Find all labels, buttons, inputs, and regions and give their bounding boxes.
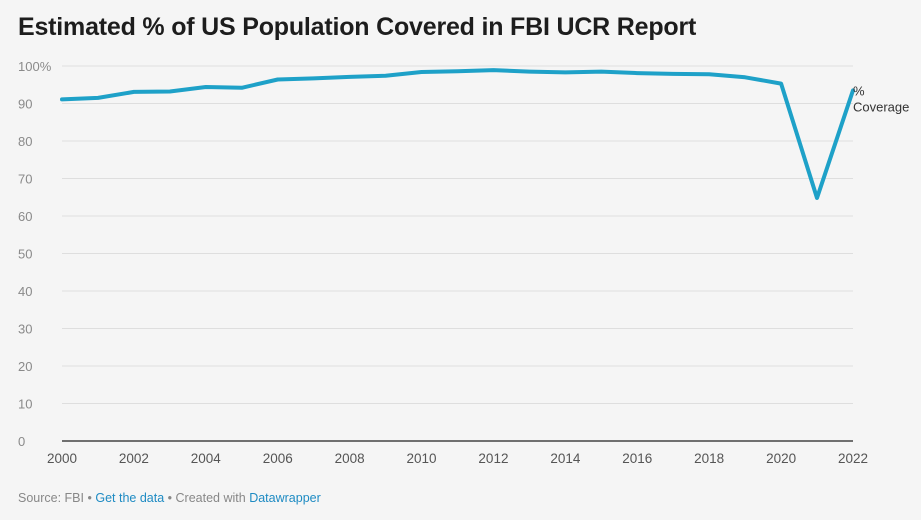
x-tick-label: 2016 xyxy=(622,451,652,466)
series-label-line: % xyxy=(853,83,865,98)
x-tick-label: 2014 xyxy=(550,451,581,466)
series-label-line: Coverage xyxy=(853,99,909,114)
y-tick-label: 10 xyxy=(18,397,32,412)
x-tick-label: 2022 xyxy=(838,451,868,466)
y-tick-label: 70 xyxy=(18,172,32,187)
y-axis: 0 10 20 30 40 50 60 70 80 90 100% xyxy=(18,59,52,449)
x-tick-label: 2018 xyxy=(694,451,724,466)
y-tick-label: 100% xyxy=(18,59,52,74)
x-tick-label: 2010 xyxy=(407,451,437,466)
x-tick-label: 2000 xyxy=(47,451,77,466)
x-tick-label: 2002 xyxy=(119,451,149,466)
y-tick-label: 0 xyxy=(18,434,25,449)
datawrapper-link[interactable]: Datawrapper xyxy=(249,491,321,505)
x-tick-label: 2006 xyxy=(263,451,293,466)
get-data-link[interactable]: Get the data xyxy=(95,491,165,505)
x-tick-label: 2020 xyxy=(766,451,796,466)
y-tick-label: 50 xyxy=(18,247,32,262)
y-tick-label: 20 xyxy=(18,359,32,374)
series-label: % Coverage xyxy=(853,83,909,114)
footer-separator: • xyxy=(167,491,173,505)
y-tick-label: 90 xyxy=(18,97,32,112)
y-tick-label: 30 xyxy=(18,322,32,337)
y-tick-label: 40 xyxy=(18,284,32,299)
created-with-text: Created with xyxy=(175,491,246,505)
x-axis: 2000 2002 2004 2006 2008 2010 2012 2014 2016 2018… xyxy=(47,451,868,466)
chart-footer: Source: FBI • Get the data • Created wit… xyxy=(18,491,321,505)
series-layer: % Coverage xyxy=(60,68,909,200)
footer-separator: • xyxy=(87,491,92,505)
y-tick-label: 80 xyxy=(18,134,32,149)
chart-title: Estimated % of US Population Covered in … xyxy=(18,13,697,41)
source-text: Source: FBI xyxy=(18,491,84,505)
x-tick-label: 2004 xyxy=(191,451,222,466)
x-tick-label: 2008 xyxy=(335,451,365,466)
y-tick-label: 60 xyxy=(18,209,32,224)
x-tick-label: 2012 xyxy=(478,451,508,466)
series-line xyxy=(60,68,855,200)
grid-layer xyxy=(62,65,853,442)
